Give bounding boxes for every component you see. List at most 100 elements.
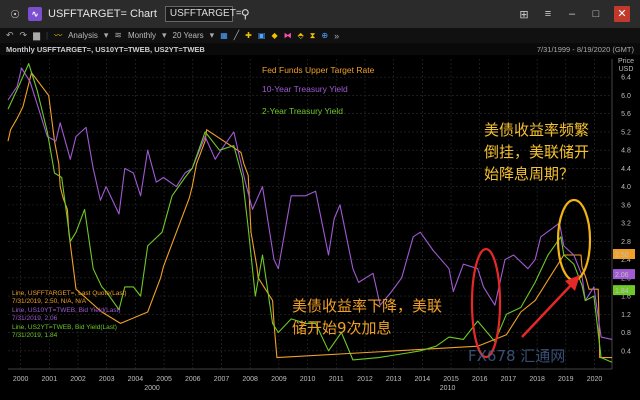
folder-icon[interactable]: ▆ — [33, 30, 41, 40]
range-select[interactable]: 20 Years — [172, 31, 204, 40]
minimize-icon[interactable]: – — [568, 8, 576, 20]
app-icon: ∿ — [28, 7, 42, 21]
x-tick-label: 2020 — [587, 376, 603, 383]
last-value-label-fed: 2.50 — [615, 252, 629, 259]
series-line-ten_year[interactable] — [7, 67, 613, 340]
chevron-down-icon[interactable]: ▾ — [161, 30, 167, 40]
red-ellipse-annotation — [470, 247, 502, 359]
y-tick-label: 0.8 — [621, 330, 631, 337]
legend-entry-ten_year: 10-Year Treasury Yield — [262, 84, 348, 94]
series-line-fed[interactable] — [7, 72, 612, 359]
small-legend-value: 7/31/2019, 1.84 — [12, 332, 58, 339]
interval-select[interactable]: Monthly — [127, 31, 156, 40]
annotation-arrow-head — [565, 275, 580, 291]
x-tick-label: 2000 — [13, 376, 29, 383]
x-tick-label: 2005 — [156, 376, 172, 383]
small-legend-line: Line, US2YT=TWEB, Bid Yield(Last) — [12, 324, 117, 331]
chevron-down-icon[interactable]: ▾ — [209, 30, 215, 40]
x-tick-label: 2017 — [501, 376, 517, 383]
series-list: Monthly USFFTARGET=, US10YT=TWEB, US2YT=… — [6, 44, 205, 54]
y-tick-label: 6.0 — [621, 93, 631, 100]
pan-icon[interactable]: ⬘ — [297, 31, 304, 40]
more-icon[interactable]: » — [334, 30, 340, 41]
annotation-note-bottom: 储开始9次加息 — [292, 319, 392, 337]
zoom-icon[interactable]: ⧓ — [283, 31, 292, 40]
x-tick-label: 2007 — [214, 376, 230, 383]
menu-icon[interactable]: ≡ — [544, 8, 552, 20]
symbol-input[interactable]: USFFTARGET= — [164, 6, 242, 22]
toolbar-divider: | — [46, 31, 49, 40]
x-tick-label: 2003 — [99, 376, 115, 383]
last-value-badge-fed — [613, 249, 635, 260]
search-icon[interactable]: ⚲ — [240, 7, 250, 21]
y-axis-label: Price — [618, 58, 634, 65]
x-era-label: 2000 — [144, 385, 160, 392]
last-value-label-two_year: 1.84 — [615, 288, 629, 295]
y-tick-label: 2.4 — [621, 257, 631, 264]
y-tick-label: 1.6 — [621, 294, 631, 301]
close-icon[interactable]: ✕ — [614, 6, 630, 22]
series-line-two_year[interactable] — [7, 63, 613, 363]
y-tick-label: 3.6 — [621, 202, 631, 209]
x-tick-label: 2011 — [329, 376, 344, 383]
pin-icon[interactable]: ☉ — [10, 8, 20, 21]
line-chart[interactable]: 0.40.81.21.62.02.42.83.23.64.04.44.85.25… — [0, 55, 640, 400]
x-tick-label: 2006 — [185, 376, 201, 383]
y-tick-label: 0.4 — [621, 348, 631, 355]
export-icon[interactable]: ⊕ — [321, 31, 329, 40]
compare-icon[interactable]: ▣ — [257, 31, 266, 40]
legend-entry-fed: Fed Funds Upper Target Rate — [262, 65, 375, 75]
layout-icon[interactable]: ⊞ — [519, 8, 529, 21]
x-tick-label: 2019 — [558, 376, 574, 383]
maximize-icon[interactable]: □ — [592, 8, 600, 20]
annotation-note-top: 美债收益率频繁 — [484, 121, 589, 139]
x-tick-label: 2015 — [443, 376, 459, 383]
forward-icon[interactable]: ↷ — [19, 30, 28, 40]
chart-info-bar: Monthly USFFTARGET=, US10YT=TWEB, US2YT=… — [0, 43, 640, 55]
x-tick-label: 2012 — [357, 376, 373, 383]
y-tick-label: 5.2 — [621, 129, 631, 136]
y-tick-label: 3.2 — [621, 221, 631, 228]
y-tick-label: 6.4 — [621, 75, 631, 82]
analysis-button[interactable]: Analysis — [68, 31, 98, 40]
y-tick-label: 5.6 — [621, 111, 631, 118]
x-tick-label: 2010 — [300, 376, 316, 383]
watermark-logo: FX678 汇通网 — [468, 347, 565, 365]
back-icon[interactable]: ↶ — [6, 30, 14, 40]
y-tick-label: 4.8 — [621, 148, 631, 155]
draw-icon[interactable]: ╱ — [233, 30, 240, 40]
crosshair-icon[interactable]: ✚ — [245, 31, 252, 40]
window-title: USFFTARGET= Chart — [48, 8, 157, 20]
hourglass-icon[interactable]: ⧗ — [309, 30, 316, 40]
x-tick-label: 2004 — [128, 376, 144, 383]
small-legend-value: 7/31/2019, 2.50, N/A, N/A — [12, 298, 87, 305]
window-controls: ⊞ ≡ – □ ✕ — [518, 6, 640, 22]
x-tick-label: 2018 — [529, 376, 545, 383]
x-tick-label: 2014 — [415, 376, 431, 383]
annotation-note-bottom: 美债收益率下降，美联 — [292, 297, 442, 315]
x-tick-label: 2009 — [271, 376, 287, 383]
annotation-note-top: 始降息周期？ — [484, 165, 574, 183]
chart-style-icon[interactable]: ≋ — [114, 30, 122, 40]
y-tick-label: 1.2 — [621, 312, 631, 319]
date-range: 7/31/1999 - 8/19/2020 (GMT) — [536, 44, 634, 54]
x-era-label: 2010 — [440, 385, 456, 392]
y-axis-unit: USD — [619, 66, 634, 73]
last-value-label-ten_year: 2.06 — [615, 272, 629, 279]
fit-icon[interactable]: ◆ — [271, 31, 278, 40]
chevron-down-icon[interactable]: ▾ — [103, 30, 109, 40]
small-legend-value: 7/31/2019, 2.06 — [12, 315, 58, 322]
x-tick-label: 2008 — [242, 376, 258, 383]
small-legend-line: Line, USFFTARGET=, Last Quote(Last) — [12, 290, 127, 297]
y-tick-label: 4.4 — [621, 166, 631, 173]
calendar-icon[interactable]: ▦ — [220, 31, 228, 40]
analysis-icon[interactable]: 〰 — [54, 31, 63, 40]
x-tick-label: 2013 — [386, 376, 402, 383]
last-value-badge-two_year — [613, 285, 635, 296]
x-tick-label: 2016 — [472, 376, 488, 383]
small-legend-line: Line, US10YT=TWEB, Bid Yield(Last) — [12, 307, 121, 314]
x-tick-label: 2002 — [70, 376, 86, 383]
x-tick-label: 2001 — [42, 376, 58, 383]
annotation-arrow-line — [521, 282, 574, 338]
